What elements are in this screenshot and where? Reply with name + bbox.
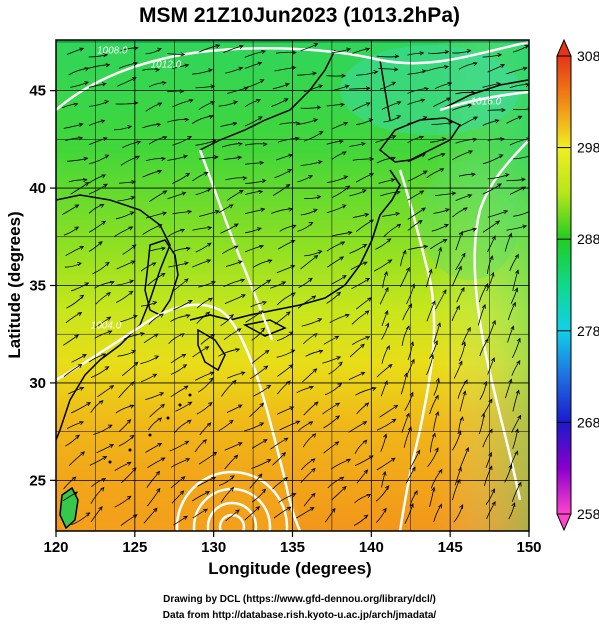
- y-axis-label: Latitude (degrees): [5, 211, 24, 358]
- y-tick-label: 25: [29, 472, 46, 489]
- x-tick-label: 140: [359, 539, 384, 556]
- credit-drawing: Drawing by DCL (https://www.gfd-dennou.o…: [163, 594, 436, 605]
- y-axis-ticks: 25 30 35 40 45: [29, 83, 56, 490]
- contour-label: 1012.0: [151, 59, 182, 70]
- colorbar-tick-label: 308: [577, 48, 599, 64]
- x-tick-label: 145: [438, 539, 463, 556]
- y-tick-label: 45: [29, 83, 46, 100]
- y-tick-label: 30: [29, 375, 46, 392]
- x-tick-label: 135: [280, 539, 305, 556]
- credit-data: Data from http://database.rish.kyoto-u.a…: [163, 610, 437, 621]
- colorbar: 258 268 278 288 298 308: [557, 40, 599, 530]
- cool-sea-patch-east: [420, 160, 520, 280]
- colorbar-tick-label: 278: [577, 323, 599, 339]
- x-tick-label: 130: [201, 539, 226, 556]
- colorbar-gradient: [557, 56, 571, 514]
- colorbar-tick-label: 258: [577, 506, 599, 522]
- x-axis-ticks: 120 125 130 135 140 145 150: [43, 531, 541, 556]
- y-tick-label: 40: [29, 180, 46, 197]
- map-title: MSM 21Z10Jun2023 (1013.2hPa): [139, 4, 460, 27]
- contour-label: 1016.0: [471, 96, 502, 107]
- x-tick-label: 150: [516, 539, 541, 556]
- colorbar-tick-label: 288: [577, 231, 599, 247]
- x-axis-label: Longitude (degrees): [208, 559, 371, 578]
- streamline-arrowhead: [530, 209, 534, 212]
- x-tick-label: 120: [43, 539, 68, 556]
- contour-label: 1008.0: [97, 46, 128, 57]
- colorbar-top-arrow: [557, 40, 571, 56]
- contour-label: 1004.0: [91, 320, 122, 331]
- colorbar-tick-label: 298: [577, 140, 599, 156]
- colorbar-tick-label: 268: [577, 414, 599, 430]
- colorbar-bottom-arrow: [557, 514, 571, 530]
- x-tick-label: 125: [122, 539, 147, 556]
- y-tick-label: 35: [29, 278, 46, 295]
